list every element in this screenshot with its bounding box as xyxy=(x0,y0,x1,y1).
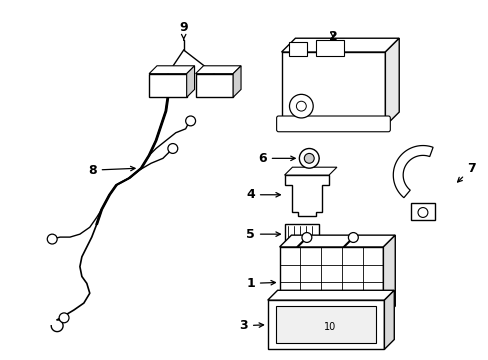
Polygon shape xyxy=(275,306,376,343)
Text: 4: 4 xyxy=(245,188,280,201)
FancyBboxPatch shape xyxy=(195,74,233,97)
FancyBboxPatch shape xyxy=(279,247,383,318)
Circle shape xyxy=(347,233,358,242)
Polygon shape xyxy=(392,145,432,198)
Polygon shape xyxy=(267,290,393,300)
Polygon shape xyxy=(284,167,336,175)
Circle shape xyxy=(417,208,427,217)
Polygon shape xyxy=(279,235,394,247)
Polygon shape xyxy=(281,38,398,52)
FancyBboxPatch shape xyxy=(267,300,384,349)
Text: 5: 5 xyxy=(245,228,280,240)
Text: 3: 3 xyxy=(239,319,263,332)
FancyBboxPatch shape xyxy=(284,224,319,244)
Circle shape xyxy=(47,234,57,244)
Circle shape xyxy=(289,94,313,118)
Circle shape xyxy=(59,313,69,323)
FancyBboxPatch shape xyxy=(281,52,385,126)
Text: 9: 9 xyxy=(179,21,187,40)
Circle shape xyxy=(296,101,305,111)
Text: 2: 2 xyxy=(328,30,337,43)
Polygon shape xyxy=(385,38,398,126)
FancyBboxPatch shape xyxy=(410,203,434,220)
Text: 6: 6 xyxy=(258,152,295,165)
Circle shape xyxy=(167,144,178,153)
Text: 8: 8 xyxy=(88,164,135,177)
FancyBboxPatch shape xyxy=(316,40,343,56)
Polygon shape xyxy=(149,66,194,74)
Polygon shape xyxy=(384,290,393,349)
FancyBboxPatch shape xyxy=(276,116,389,132)
FancyBboxPatch shape xyxy=(149,74,186,97)
Text: 10: 10 xyxy=(323,322,335,332)
Polygon shape xyxy=(233,66,241,97)
Text: 7: 7 xyxy=(457,162,475,182)
Polygon shape xyxy=(383,235,394,318)
Polygon shape xyxy=(186,66,194,97)
Polygon shape xyxy=(284,175,328,216)
Text: 1: 1 xyxy=(245,277,275,290)
Circle shape xyxy=(304,153,314,163)
Circle shape xyxy=(301,233,311,242)
Circle shape xyxy=(185,116,195,126)
Circle shape xyxy=(299,148,319,168)
FancyBboxPatch shape xyxy=(289,42,306,56)
Polygon shape xyxy=(195,66,241,74)
